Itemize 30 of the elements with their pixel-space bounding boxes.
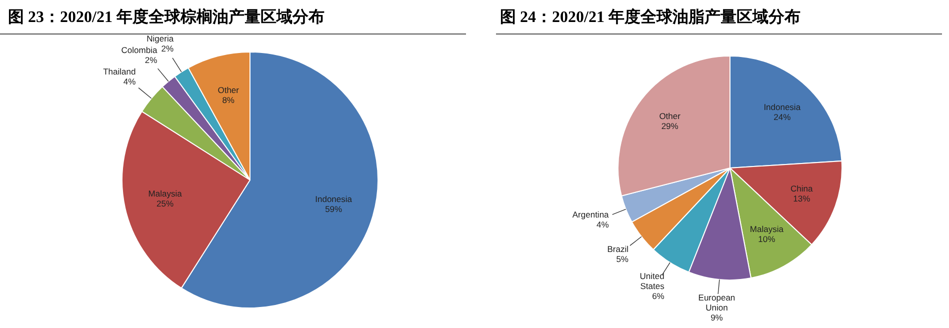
- data-label: 4%: [596, 219, 610, 230]
- slice-label: China: [790, 183, 814, 194]
- data-label: 6%: [652, 291, 665, 302]
- data-label: 5%: [616, 254, 629, 264]
- data-label: 8%: [222, 95, 235, 106]
- slice-label: United States: [640, 271, 665, 292]
- slice-label: European Union: [698, 292, 736, 312]
- slice-label: Malaysia: [148, 188, 182, 198]
- data-label: 2%: [161, 43, 174, 54]
- data-label: 10%: [758, 234, 776, 244]
- data-label: 24%: [774, 112, 792, 122]
- data-label: 13%: [793, 193, 811, 204]
- chart-title: 图 23：2020/21 年度全球棕榈油产量区域分布: [8, 7, 324, 26]
- data-label: 4%: [123, 76, 136, 87]
- slice-label: Nigeria: [146, 33, 174, 44]
- data-label: 29%: [661, 120, 679, 131]
- slice-label: Malaysia: [750, 224, 784, 234]
- slice-label: Other: [659, 110, 681, 121]
- data-label: 9%: [710, 312, 724, 322]
- slice-label: Other: [218, 85, 240, 96]
- chart-title: 图 24：2020/21 年度全球油脂产量区域分布: [500, 7, 800, 26]
- data-label: 2%: [144, 55, 158, 66]
- slice-label: Indonesia: [315, 194, 352, 204]
- slice-label: Argentina: [572, 209, 610, 220]
- slice-label: Brazil: [607, 244, 629, 254]
- slice-label: Indonesia: [764, 102, 801, 112]
- slice-label: Colombia: [121, 45, 158, 56]
- data-label: 25%: [156, 198, 174, 208]
- slice-label: Thailand: [103, 66, 136, 77]
- data-label: 59%: [325, 204, 343, 214]
